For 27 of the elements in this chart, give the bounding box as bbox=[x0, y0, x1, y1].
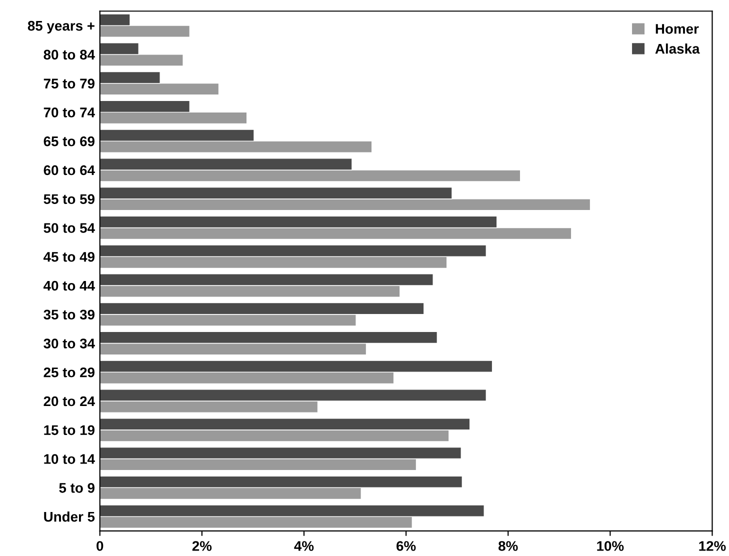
x-tick-label: 10% bbox=[597, 541, 624, 551]
y-tick-label: 75 to 79 bbox=[44, 78, 94, 88]
y-tick-label: 55 to 59 bbox=[44, 194, 94, 204]
x-tick-label: 0 bbox=[96, 541, 104, 551]
x-tick-label: 6% bbox=[396, 541, 416, 551]
y-tick-label: 65 to 69 bbox=[44, 136, 94, 146]
y-tick-label: 10 to 14 bbox=[44, 454, 95, 464]
y-tick-label: 35 to 39 bbox=[44, 310, 94, 320]
y-tick-label: 30 to 34 bbox=[44, 338, 95, 348]
legend-label: Alaska bbox=[655, 44, 700, 54]
y-tick-label: 80 to 84 bbox=[44, 50, 95, 60]
legend-label: Homer bbox=[656, 24, 699, 34]
y-tick-label: 5 to 9 bbox=[59, 482, 94, 493]
y-tick-label: 20 to 24 bbox=[44, 396, 95, 406]
y-tick-label: 50 to 54 bbox=[44, 223, 95, 233]
y-tick-label: Under 5 bbox=[44, 512, 95, 522]
x-tick-label: 4% bbox=[294, 541, 314, 551]
y-tick-label: 40 to 44 bbox=[44, 280, 95, 291]
y-tick-label: 45 to 49 bbox=[44, 252, 94, 262]
y-tick-label: 85 years + bbox=[28, 20, 94, 34]
y-tick-label: 25 to 29 bbox=[44, 367, 94, 378]
y-tick-label: 60 to 64 bbox=[44, 165, 95, 176]
y-tick-label: 70 to 74 bbox=[44, 108, 95, 118]
x-tick-label: 8% bbox=[498, 541, 518, 551]
x-tick-label: 2% bbox=[192, 541, 212, 551]
x-tick-label: 12% bbox=[699, 541, 726, 551]
y-tick-label: 15 to 19 bbox=[44, 425, 94, 436]
